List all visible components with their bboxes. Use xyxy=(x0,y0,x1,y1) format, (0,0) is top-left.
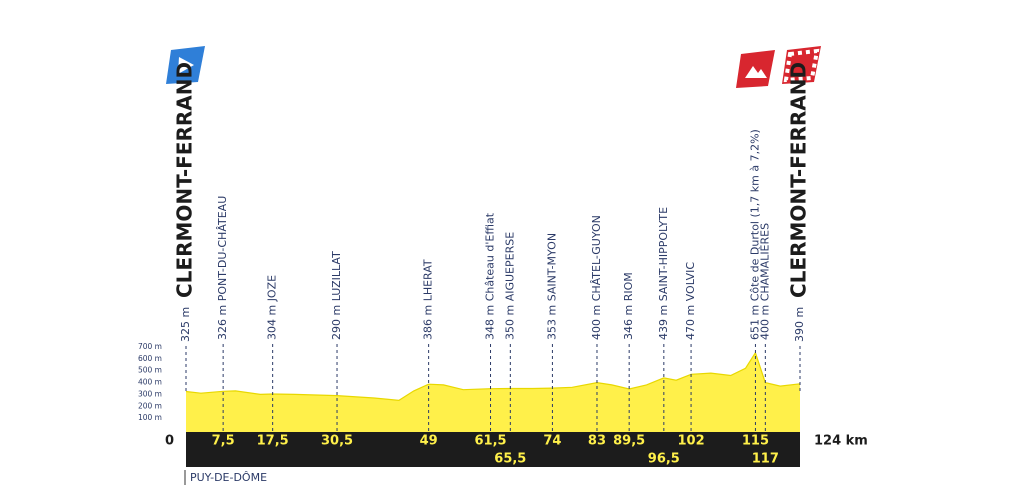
waypoint-label: 386 m LHERAT xyxy=(422,259,435,340)
elevation-line xyxy=(185,351,801,402)
finish-name: CLERMONT-FERRAND xyxy=(787,62,811,298)
waypoint-label: 400 m CHAMALIÈRES xyxy=(758,223,771,340)
waypoint-km: 30,5 xyxy=(321,434,353,449)
start-name: CLERMONT-FERRAND xyxy=(173,62,197,298)
waypoint-km: 89,5 xyxy=(613,434,645,449)
waypoint-km: 117 xyxy=(752,452,779,467)
waypoint-km: 102 xyxy=(677,434,704,449)
y-tick-label: 600 m xyxy=(138,354,162,363)
y-tick-label: 500 m xyxy=(138,366,162,375)
waypoint-km: 96,5 xyxy=(648,452,680,467)
climb-flag xyxy=(736,50,775,88)
waypoint-label: 353 m SAINT-MYON xyxy=(545,233,558,340)
start-flag xyxy=(166,46,205,84)
start-altitude: 325 m xyxy=(179,307,192,342)
waypoint-km: 49 xyxy=(420,434,438,449)
waypoint-label: 348 m Château d'Effiat xyxy=(484,212,497,340)
waypoint-label: 470 m VOLVIC xyxy=(684,262,697,340)
waypoint-label: 290 m LUZILLAT xyxy=(330,251,343,340)
x-tick-label: 0 xyxy=(165,434,174,449)
waypoint-km: 65,5 xyxy=(494,452,526,467)
waypoint-label: 326 m PONT-DU-CHÂTEAU xyxy=(216,196,229,340)
x-tick-label: 124 km xyxy=(814,434,868,449)
y-tick-label: 100 m xyxy=(138,413,162,422)
y-tick-label: 400 m xyxy=(138,378,162,387)
y-tick-label: 700 m xyxy=(138,342,162,351)
elevation-fill xyxy=(186,352,800,432)
waypoint-km: 17,5 xyxy=(257,434,289,449)
waypoint-km: 61,5 xyxy=(474,434,506,449)
waypoint-label: 350 m AIGUEPERSE xyxy=(503,232,516,340)
y-tick-label: 200 m xyxy=(138,401,162,410)
waypoint-km: 74 xyxy=(543,434,561,449)
waypoint-label: 304 m JOZE xyxy=(266,275,279,340)
y-tick-label: 300 m xyxy=(138,389,162,398)
km-band xyxy=(186,432,800,467)
waypoint-label: 400 m CHÂTEL-GUYON xyxy=(590,215,603,340)
waypoint-km: 7,5 xyxy=(212,434,235,449)
waypoint-label: 439 m SAINT-HIPPOLYTE xyxy=(657,207,670,340)
footer: PUY-DE-DÔME xyxy=(190,471,267,484)
waypoint-km: 83 xyxy=(588,434,606,449)
finish-flag xyxy=(782,46,821,84)
finish-altitude: 390 m xyxy=(793,307,806,342)
waypoint-label: 346 m RIOM xyxy=(622,272,635,340)
waypoint-label: 651 m Côte de Durtol (1,7 km à 7,2%) xyxy=(748,129,761,340)
waypoint-km: 115 xyxy=(742,434,769,449)
